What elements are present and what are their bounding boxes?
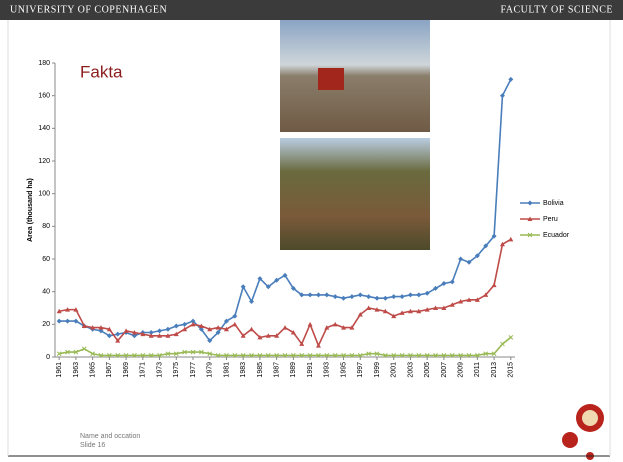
- marker: [308, 292, 313, 297]
- marker: [324, 292, 329, 297]
- marker: [458, 257, 463, 262]
- marker: [316, 343, 321, 348]
- footer-name: Name and occation: [80, 433, 140, 440]
- y-tick-label: 160: [38, 93, 50, 100]
- marker: [182, 322, 187, 327]
- x-tick-label: 2015: [508, 362, 515, 378]
- x-tick-label: 1977: [190, 362, 197, 378]
- header-left: UNIVERSITY OF COPENHAGEN: [10, 4, 167, 15]
- header-right: FACULTY OF SCIENCE: [500, 4, 613, 15]
- x-tick-label: 1961: [56, 362, 63, 378]
- legend-label: Peru: [543, 216, 558, 223]
- marker: [316, 292, 321, 297]
- marker: [358, 292, 363, 297]
- x-tick-label: 1965: [89, 362, 96, 378]
- marker: [341, 296, 346, 301]
- marker: [65, 319, 70, 324]
- y-axis-label: Area (thousand ha): [27, 178, 34, 242]
- marker: [375, 296, 380, 301]
- y-tick-label: 0: [46, 354, 50, 361]
- x-tick-label: 2007: [441, 362, 448, 378]
- x-tick-label: 1963: [73, 362, 80, 378]
- marker: [249, 327, 254, 332]
- marker: [400, 294, 405, 299]
- marker: [408, 292, 413, 297]
- legend-label: Bolivia: [543, 200, 564, 207]
- marker: [509, 335, 513, 339]
- marker: [308, 322, 313, 327]
- marker: [366, 294, 371, 299]
- x-tick-label: 1987: [273, 362, 280, 378]
- tractor: [318, 68, 344, 90]
- photo-tractor: [280, 20, 430, 132]
- x-tick-label: 1969: [123, 362, 130, 378]
- marker: [391, 294, 396, 299]
- marker: [115, 332, 120, 337]
- slide: UNIVERSITY OF COPENHAGEN FACULTY OF SCIE…: [0, 0, 623, 462]
- x-tick-label: 1981: [223, 362, 230, 378]
- chart: UNIVERSITY OF COPENHAGEN FACULTY OF SCIE…: [0, 0, 623, 462]
- photo-quinoa: [280, 138, 430, 250]
- x-tick-label: 2011: [474, 362, 481, 377]
- marker: [333, 294, 338, 299]
- marker: [508, 237, 513, 242]
- marker: [492, 283, 497, 288]
- x-tick-label: 1995: [340, 362, 347, 378]
- marker: [528, 201, 533, 206]
- y-tick-label: 140: [38, 125, 50, 132]
- x-tick-label: 2001: [391, 362, 398, 378]
- marker: [500, 342, 504, 346]
- x-tick-label: 1993: [324, 362, 331, 378]
- decor-dot: [562, 432, 578, 448]
- x-tick-label: 1985: [257, 362, 264, 378]
- y-tick-label: 180: [38, 60, 50, 67]
- x-tick-label: 2013: [491, 362, 498, 378]
- y-tick-label: 80: [42, 223, 50, 230]
- marker: [333, 322, 338, 327]
- x-tick-label: 1967: [106, 362, 113, 378]
- x-tick-label: 1997: [357, 362, 364, 378]
- x-tick-label: 1989: [290, 362, 297, 378]
- marker: [383, 296, 388, 301]
- marker: [283, 325, 288, 330]
- y-tick-label: 20: [42, 321, 50, 328]
- y-tick-label: 40: [42, 289, 50, 296]
- footer-slide: Slide 16: [80, 442, 105, 449]
- x-tick-label: 2009: [457, 362, 464, 378]
- x-tick-label: 2003: [407, 362, 414, 378]
- marker: [57, 319, 62, 324]
- x-tick-label: 1979: [207, 362, 214, 378]
- x-tick-label: 1973: [156, 362, 163, 378]
- series-line: [59, 239, 511, 345]
- marker: [157, 328, 162, 333]
- y-tick-label: 100: [38, 191, 50, 198]
- series-line: [59, 337, 511, 355]
- x-tick-label: 1975: [173, 362, 180, 378]
- y-tick-label: 120: [38, 158, 50, 165]
- y-tick-label: 60: [42, 256, 50, 263]
- x-tick-label: 1999: [374, 362, 381, 378]
- marker: [450, 279, 455, 284]
- marker: [165, 327, 170, 332]
- marker: [232, 322, 237, 327]
- x-tick-label: 1991: [307, 362, 314, 378]
- marker: [174, 323, 179, 328]
- legend-label: Ecuador: [543, 232, 570, 239]
- x-tick-label: 1983: [240, 362, 247, 378]
- x-tick-label: 2005: [424, 362, 431, 378]
- marker: [349, 294, 354, 299]
- slide-title: Fakta: [80, 62, 123, 81]
- x-tick-label: 1971: [140, 362, 147, 378]
- marker: [416, 292, 421, 297]
- logo-inner: [582, 410, 598, 426]
